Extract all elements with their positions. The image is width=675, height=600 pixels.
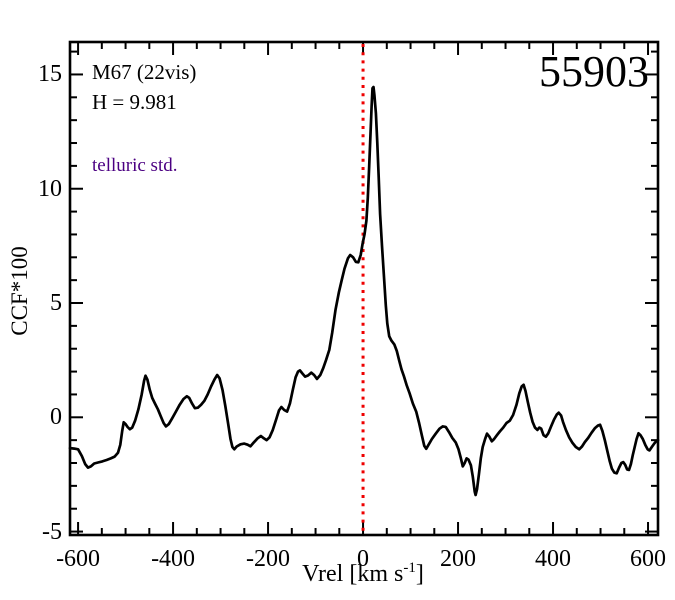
x-tick-label: 0 — [357, 546, 370, 572]
star-id-label: 55903 — [539, 47, 649, 96]
x-tick-label: 400 — [535, 546, 572, 572]
x-axis-title: Vrel [km s-1] — [263, 560, 463, 588]
x-tick-label: -200 — [246, 546, 291, 572]
y-ticks — [71, 50, 657, 533]
x-tick-label: -600 — [56, 546, 101, 572]
x-ticks — [77, 43, 650, 534]
y-tick-label: 0 — [50, 404, 62, 431]
h-magnitude-label: H = 9.981 — [92, 90, 177, 114]
x-tick-label: -400 — [151, 546, 196, 572]
y-tick-label: 5 — [50, 290, 62, 316]
y-tick-label: 15 — [38, 61, 62, 88]
y-tick-label: 10 — [38, 175, 62, 202]
x-tick-label: 600 — [630, 546, 667, 572]
cluster-label: M67 (22vis) — [92, 60, 197, 84]
x-axis-title-text: Vrel [km s — [302, 561, 404, 587]
telluric-note: telluric std. — [92, 155, 178, 176]
x-axis-title-bracket: ] — [415, 561, 424, 587]
ccf-curve — [68, 85, 660, 497]
x-tick-label: 200 — [440, 546, 477, 572]
x-axis-title-exponent: -1 — [403, 560, 416, 576]
y-tick-label: -5 — [42, 518, 62, 545]
plot-frame — [68, 40, 660, 537]
